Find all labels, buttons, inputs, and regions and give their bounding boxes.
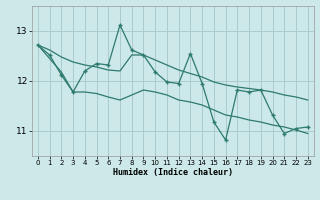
X-axis label: Humidex (Indice chaleur): Humidex (Indice chaleur) <box>113 168 233 177</box>
